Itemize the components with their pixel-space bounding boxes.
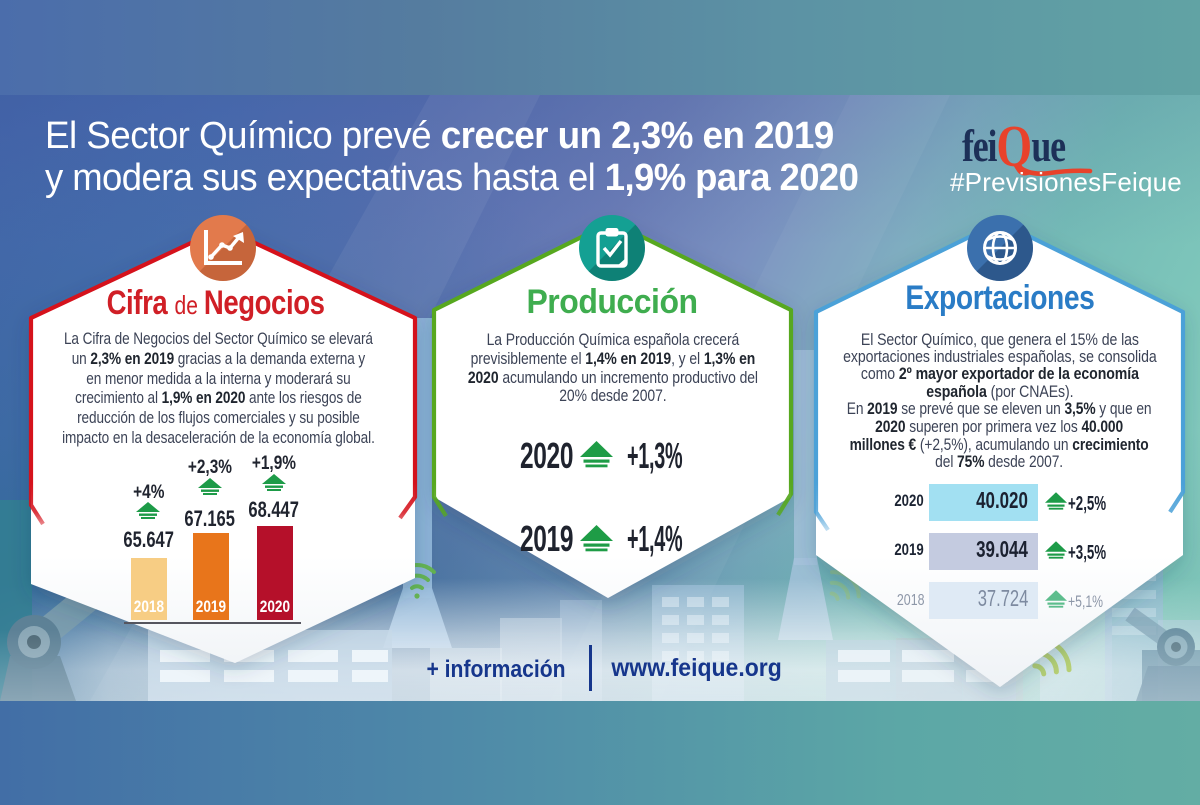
panel-produccion-body: La Producción Química española crecerá p…	[434, 330, 791, 406]
export-bar-2019	[929, 533, 1038, 570]
item-text: 2020	[259, 597, 291, 616]
url-text: www.feique.org	[611, 654, 783, 682]
footer-informacion[interactable]: + información	[386, 656, 606, 684]
year-text: 2019	[519, 518, 573, 559]
bar-2018: 2018	[131, 558, 167, 620]
pct-text: +5,1%	[1068, 592, 1104, 611]
year-text: 2020	[894, 492, 924, 510]
chart-baseline	[124, 622, 301, 624]
logo-swash	[1015, 163, 1093, 176]
hashtag: #PrevisionesFeique	[950, 167, 1182, 198]
pct-text: +1,4%	[627, 518, 683, 559]
pct-text: +2,5%	[1068, 492, 1107, 515]
up-triangle-icon	[198, 478, 222, 495]
logo-text-fei: fei	[962, 120, 998, 171]
up-triangle-icon	[136, 502, 160, 519]
value-label-2020: 68.447	[214, 497, 334, 523]
page-title: El Sector Químico prevé crecer un 2,3% e…	[45, 115, 892, 199]
growth-label-2019: +2,3%	[160, 456, 260, 479]
year-text: 2019	[894, 541, 924, 559]
export-pct: +5,1%	[1068, 592, 1117, 612]
up-triangle-icon	[1045, 492, 1067, 510]
footer-website-link[interactable]: www.feique.org	[597, 654, 797, 683]
item-text: 65.647	[123, 527, 175, 552]
pct-text: +3,5%	[1068, 541, 1107, 564]
title-text: Producción	[526, 283, 699, 321]
value-label-2018: 65.647	[89, 527, 209, 553]
panel-produccion: Producción La Producción Química español…	[434, 222, 791, 602]
logo-text-q: Q	[996, 113, 1032, 179]
item-text: +1,9%	[251, 452, 297, 474]
growth-label-2020: +1,9%	[224, 452, 324, 475]
up-triangle-icon	[262, 474, 286, 491]
footer-divider	[589, 645, 592, 691]
item-text: +4%	[133, 481, 165, 503]
up-triangle-icon	[580, 441, 613, 468]
export-year: 2020	[864, 492, 924, 511]
body-text: La Producción Química española crecerá p…	[467, 330, 758, 406]
export-pct: +2,5%	[1068, 492, 1127, 516]
year-text: 2018	[896, 592, 924, 609]
bar-year-2019: 2019	[193, 597, 229, 617]
up-triangle-icon	[1045, 541, 1067, 559]
pct-text: +1,3%	[627, 435, 683, 476]
info-text: + información	[426, 656, 566, 683]
export-year: 2019	[864, 541, 924, 560]
value-label-2019: 67.165	[150, 506, 270, 532]
body-text: La Cifra de Negocios del Sector Químico …	[61, 329, 375, 447]
export-value: 39.044	[916, 536, 1028, 563]
value-text: 40.020	[976, 487, 1028, 513]
clipboard-icon	[579, 215, 645, 281]
produccion-pct: +1,4%	[627, 518, 747, 560]
produccion-pct: +1,3%	[627, 435, 747, 477]
panel-cifra-negocios: Cifra de Negocios La Cifra de Negocios d…	[31, 228, 415, 664]
produccion-year: 2019	[453, 518, 573, 560]
panel-produccion-title: Producción	[434, 283, 791, 322]
export-year: 2018	[864, 592, 924, 610]
band-top	[0, 0, 1200, 95]
title-text: Exportaciones	[904, 279, 1095, 317]
item-text: 68.447	[248, 497, 300, 522]
title-line-1: El Sector Químico prevé crecer un 2,3% e…	[45, 115, 834, 157]
globe-icon	[967, 215, 1033, 281]
bar-2019: 2019	[193, 533, 229, 620]
export-value: 37.724	[916, 585, 1028, 612]
produccion-year: 2020	[453, 435, 573, 477]
panel-exportaciones-body2: En 2019 se prevé que se eleven un 3,5% y…	[816, 399, 1183, 472]
body1-text: El Sector Químico, que genera el 15% de …	[842, 330, 1157, 401]
export-bar-2020	[929, 484, 1038, 521]
title-text: Cifra de Negocios	[107, 284, 325, 322]
title-line-2: y modera sus expectativas hasta el 1,9% …	[45, 157, 859, 199]
body2-text: En 2019 se prevé que se eleven un 3,5% y…	[847, 399, 1152, 472]
panel-cifra-body: La Cifra de Negocios del Sector Químico …	[26, 329, 410, 448]
panel-cifra-title: Cifra de Negocios	[24, 284, 408, 323]
bar-year-2018: 2018	[131, 597, 167, 617]
panel-exportaciones-body1: El Sector Químico, que genera el 15% de …	[816, 331, 1183, 400]
export-bar-2018	[929, 582, 1038, 619]
item-text: 2018	[133, 597, 165, 616]
value-text: 39.044	[976, 536, 1028, 562]
value-text: 37.724	[977, 585, 1028, 611]
item-text: 67.165	[184, 506, 236, 531]
export-value: 40.020	[916, 487, 1028, 514]
export-pct: +3,5%	[1068, 541, 1127, 565]
panel-exportaciones: Exportaciones El Sector Químico, que gen…	[816, 222, 1183, 716]
hashtag-text: #PrevisionesFeique	[950, 167, 1182, 197]
bar-2020: 2020	[257, 526, 293, 620]
band-bottom	[0, 701, 1200, 805]
panel-exportaciones-title: Exportaciones	[816, 279, 1183, 318]
feique-logo: feiQue	[962, 112, 1200, 176]
logo-text-ue: ue	[1031, 120, 1066, 171]
chart-line-icon	[190, 215, 256, 281]
up-triangle-icon	[1045, 590, 1067, 608]
item-text: 2019	[195, 597, 227, 616]
up-triangle-icon	[580, 525, 613, 552]
item-text: +2,3%	[187, 456, 233, 478]
cifra-bar-chart: +4% +2,3% +1,9% 65.647 67.165 68.447 201…	[31, 228, 415, 664]
bar-year-2020: 2020	[257, 597, 293, 617]
growth-label-2018: +4%	[99, 481, 199, 504]
year-text: 2020	[519, 435, 573, 476]
